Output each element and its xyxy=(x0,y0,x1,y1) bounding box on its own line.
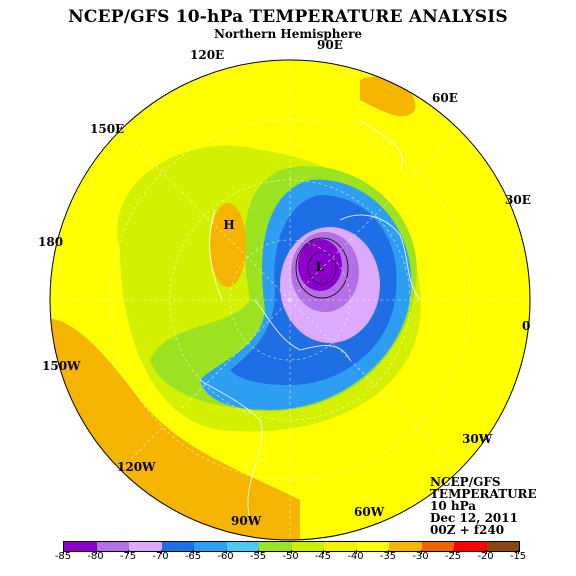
map-title: NCEP/GFS 10-hPa TEMPERATURE ANALYSIS xyxy=(68,7,508,27)
lon-label-120e: 120E xyxy=(190,48,225,62)
colorbar-tick xyxy=(485,550,487,554)
colorbar-tick xyxy=(63,550,64,554)
colorbar-segment xyxy=(226,542,259,551)
map-border xyxy=(49,59,531,541)
colorbar-tick-label: -60 xyxy=(217,551,234,562)
lon-label-60w: 60W xyxy=(354,505,385,519)
colorbar-tick-label: -25 xyxy=(444,551,462,562)
colorbar-tick xyxy=(160,550,162,554)
colorbar-segment xyxy=(389,542,422,551)
lon-label-30e: 30E xyxy=(505,193,531,207)
temperature-colorbar xyxy=(63,541,520,552)
colorbar-tick-label: -20 xyxy=(477,551,494,562)
colorbar-segment xyxy=(259,542,292,551)
colorbar-tick xyxy=(420,550,422,554)
colorbar-tick-label: -40 xyxy=(347,551,364,562)
colorbar-tick-label: -45 xyxy=(314,551,332,562)
info-variable: TEMPERATURE xyxy=(430,487,537,501)
forecast-info-block: NCEP/GFS TEMPERATURE 10 hPa Dec 12, 2011… xyxy=(430,476,537,536)
lon-label-120w: 120W xyxy=(117,460,156,474)
lon-label-150w: 150W xyxy=(42,359,81,373)
colorbar-tick-label: -70 xyxy=(152,551,169,562)
lon-label-0: 0 xyxy=(522,319,531,333)
info-time: 00Z + f240 xyxy=(430,523,505,537)
map-subtitle: Northern Hemisphere xyxy=(213,27,363,41)
colorbar-tick xyxy=(258,550,259,554)
colorbar-tick xyxy=(388,550,389,554)
lon-label-90w: 90W xyxy=(231,514,262,528)
colorbar-segment xyxy=(324,542,357,551)
colorbar-tick-label: -80 xyxy=(87,551,104,562)
colorbar-segment xyxy=(421,542,454,551)
colorbar-segment xyxy=(291,542,324,551)
lon-label-180: 180 xyxy=(38,235,64,249)
purple-core-region xyxy=(298,239,342,291)
colorbar-tick xyxy=(323,550,324,554)
colorbar-tick-label: -15 xyxy=(509,551,527,562)
colorbar-segment xyxy=(454,542,487,551)
colorbar-tick xyxy=(355,550,357,554)
colorbar-segment xyxy=(96,542,129,551)
colorbar-segment xyxy=(64,542,97,551)
colorbar-tick xyxy=(193,550,194,554)
info-level: 10 hPa xyxy=(430,499,477,513)
colorbar-tick xyxy=(290,550,292,554)
colorbar-tick-label: -85 xyxy=(54,551,72,562)
info-model: NCEP/GFS xyxy=(430,475,501,489)
colorbar-tick xyxy=(225,550,227,554)
lon-label-150e: 150E xyxy=(90,122,125,136)
colorbar-tick-label: -30 xyxy=(412,551,429,562)
high-marker: H xyxy=(223,218,234,232)
colorbar-tick-label: -55 xyxy=(249,551,267,562)
info-date: Dec 12, 2011 xyxy=(430,511,518,525)
warm-high-region xyxy=(210,203,246,287)
colorbar-ticks xyxy=(63,550,519,556)
colorbar-tick-label: -75 xyxy=(119,551,137,562)
colorbar-tick-label: -50 xyxy=(282,551,299,562)
colorbar-segment xyxy=(129,542,162,551)
colorbar-tick xyxy=(518,550,519,554)
colorbar-tick xyxy=(453,550,454,554)
colorbar-segment xyxy=(486,542,519,551)
colorbar-segment xyxy=(194,542,227,551)
colorbar-tick xyxy=(95,550,97,554)
colorbar-tick xyxy=(128,550,129,554)
lon-label-30w: 30W xyxy=(462,432,493,446)
lon-label-90e: 90E xyxy=(317,38,343,52)
colorbar-segment xyxy=(356,542,389,551)
colorbar-tick-label: -35 xyxy=(379,551,397,562)
lon-label-60e: 60E xyxy=(432,91,458,105)
colorbar-segment xyxy=(161,542,194,551)
colorbar-tick-label: -65 xyxy=(184,551,202,562)
low-marker: L xyxy=(316,260,325,274)
